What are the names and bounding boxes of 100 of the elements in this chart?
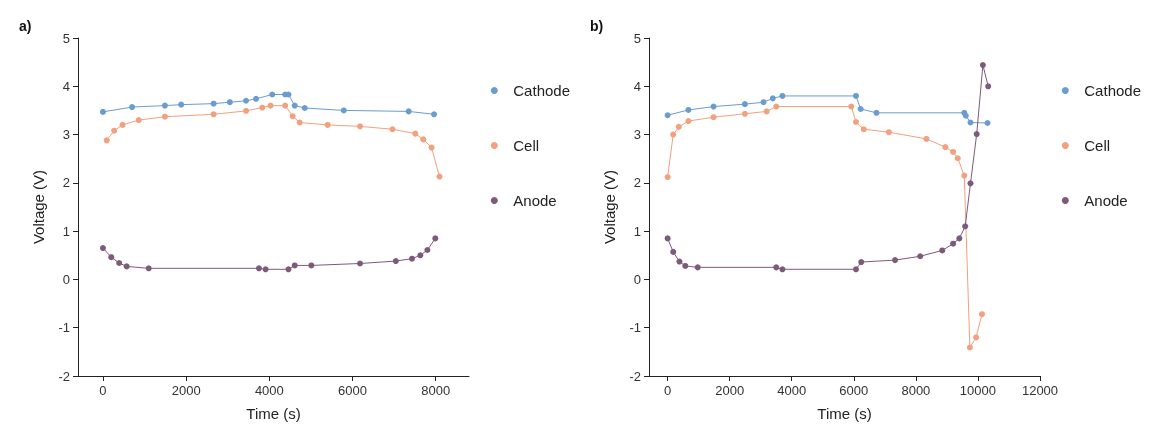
point <box>145 265 152 272</box>
point <box>942 144 949 151</box>
chart-title: b) <box>590 18 604 34</box>
point <box>954 155 961 162</box>
point <box>255 265 262 272</box>
y-tick-label: -1 <box>629 320 641 336</box>
point <box>210 100 217 107</box>
point <box>961 172 968 179</box>
point <box>226 99 233 106</box>
legend-label: Cathode <box>513 82 571 99</box>
point <box>973 334 980 341</box>
point <box>917 253 924 260</box>
point <box>967 119 974 126</box>
point <box>939 247 946 254</box>
point <box>779 92 786 99</box>
y-tick-label: 3 <box>62 127 70 143</box>
point <box>978 311 985 318</box>
point <box>769 95 776 102</box>
point <box>161 113 168 120</box>
chart-title: a) <box>19 18 32 34</box>
point <box>409 255 416 262</box>
x-tick-label: 4000 <box>254 383 284 398</box>
point <box>979 62 986 69</box>
point <box>428 144 435 151</box>
legend-label: Cell <box>1084 137 1111 154</box>
y-tick-label: 0 <box>633 271 641 287</box>
point <box>129 104 136 111</box>
point <box>210 111 217 118</box>
x-tick-label: 4000 <box>777 383 807 398</box>
point <box>291 102 298 109</box>
point <box>243 97 250 104</box>
point <box>436 173 443 180</box>
y-tick-label: 2 <box>633 175 641 191</box>
point <box>857 105 864 112</box>
point <box>763 108 770 115</box>
point <box>308 262 315 269</box>
y-tick-label: -2 <box>58 368 70 384</box>
point <box>873 109 880 116</box>
point <box>269 91 276 98</box>
x-tick-label: 10000 <box>959 383 997 398</box>
point <box>424 246 431 253</box>
y-tick-label: 4 <box>633 78 641 94</box>
point <box>116 260 123 267</box>
point <box>417 252 424 259</box>
point <box>670 248 677 255</box>
point <box>685 118 692 125</box>
point <box>773 103 780 110</box>
point <box>119 121 126 128</box>
point <box>676 258 683 265</box>
point <box>301 105 308 112</box>
legend-label: Anode <box>1084 192 1128 209</box>
point <box>161 102 168 109</box>
point <box>178 101 185 108</box>
x-tick-label: 12000 <box>1021 383 1059 398</box>
point <box>885 129 892 136</box>
y-tick-label: 3 <box>633 127 641 143</box>
point <box>675 123 682 130</box>
point <box>289 113 296 120</box>
y-tick-label: 1 <box>62 223 70 239</box>
x-tick-label: 0 <box>99 383 107 398</box>
point <box>670 131 677 138</box>
y-tick-label: 4 <box>62 78 70 94</box>
point <box>253 95 260 102</box>
y-tick-label: 0 <box>62 271 70 287</box>
legend-label: Anode <box>513 192 557 209</box>
point <box>985 83 992 90</box>
point <box>664 174 671 181</box>
point <box>99 108 106 115</box>
point <box>324 121 331 128</box>
y-tick-label: 1 <box>633 223 641 239</box>
point <box>852 266 859 273</box>
x-tick-label: 8000 <box>901 383 931 398</box>
point <box>432 235 439 242</box>
point <box>664 112 671 119</box>
point <box>389 126 396 133</box>
point <box>108 254 115 261</box>
point <box>340 107 347 114</box>
point <box>760 99 767 106</box>
x-tick-label: 8000 <box>421 383 451 398</box>
y-axis-title: Voltage (V) <box>601 169 618 245</box>
y-axis-title: Voltage (V) <box>30 169 47 245</box>
point <box>710 114 717 121</box>
point <box>664 235 671 242</box>
x-tick-label: 6000 <box>839 383 869 398</box>
point <box>860 126 867 133</box>
y-tick-label: -1 <box>58 320 70 336</box>
x-axis-title: Time (s) <box>817 405 872 422</box>
point <box>852 92 859 99</box>
point <box>852 119 859 126</box>
point <box>950 240 957 247</box>
point <box>950 148 957 155</box>
x-tick-label: 2000 <box>715 383 745 398</box>
point <box>267 102 274 109</box>
point <box>111 127 118 134</box>
point <box>243 107 250 114</box>
point <box>282 102 289 109</box>
point <box>682 262 689 269</box>
point <box>858 259 865 266</box>
point <box>923 135 930 142</box>
point <box>405 108 412 115</box>
